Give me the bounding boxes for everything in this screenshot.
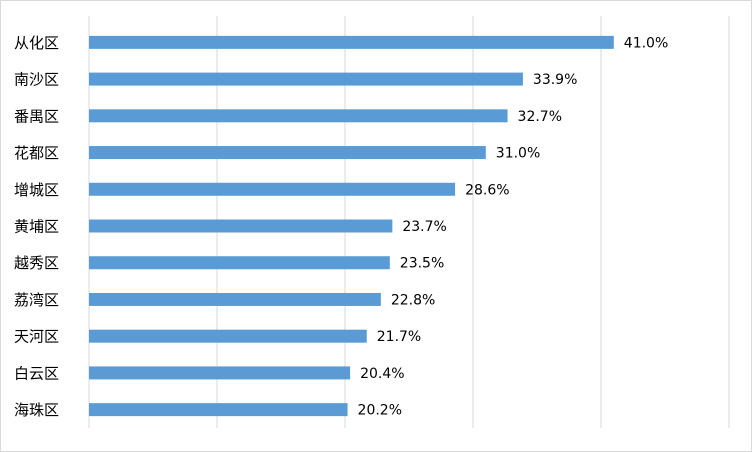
data-label: 20.4%	[360, 366, 404, 382]
bar	[89, 35, 614, 49]
bar	[89, 329, 367, 343]
bar	[89, 182, 456, 196]
data-label: 23.7%	[402, 219, 446, 235]
data-label: 20.2%	[358, 403, 402, 419]
category-label: 花都区	[14, 144, 59, 162]
data-label: 33.9%	[533, 72, 577, 88]
data-label: 41.0%	[624, 35, 668, 51]
data-label: 31.0%	[496, 146, 540, 162]
bar	[89, 109, 508, 123]
category-label: 增城区	[14, 181, 59, 199]
bar	[89, 292, 381, 306]
category-label: 天河区	[14, 328, 59, 346]
data-label: 28.6%	[465, 182, 509, 198]
bar	[89, 256, 390, 270]
data-label: 21.7%	[377, 329, 421, 345]
category-label: 白云区	[14, 364, 59, 382]
category-label: 黄埔区	[14, 218, 59, 236]
category-label: 番禺区	[14, 107, 59, 125]
bar	[89, 219, 393, 233]
bar	[89, 403, 348, 417]
category-label: 海珠区	[14, 401, 59, 419]
bar	[89, 146, 486, 160]
category-label: 南沙区	[14, 71, 59, 89]
category-label: 从化区	[14, 34, 59, 52]
data-label: 23.5%	[400, 256, 444, 272]
data-label: 22.8%	[391, 292, 435, 308]
category-label: 荔湾区	[14, 291, 59, 309]
bar	[89, 366, 351, 380]
bar	[89, 72, 523, 86]
category-label: 越秀区	[14, 254, 59, 272]
data-label: 32.7%	[518, 109, 562, 125]
